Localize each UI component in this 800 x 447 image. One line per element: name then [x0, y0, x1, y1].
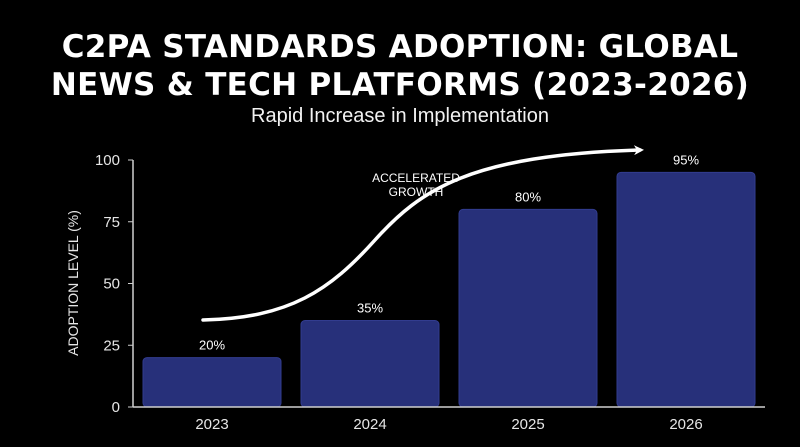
- chart-subtitle: Rapid Increase in Implementation: [251, 105, 549, 127]
- bar-2023: [142, 357, 282, 408]
- y-tick-label: 75: [103, 214, 120, 231]
- x-tick-label: 2026: [669, 416, 702, 433]
- y-tick-label: 50: [103, 276, 120, 293]
- chart-title-line-2: NEWS & TECH PLATFORMS (2023-2026): [50, 67, 750, 103]
- y-tick-label: 0: [112, 399, 120, 416]
- data-label: 80%: [515, 189, 541, 204]
- bar-2026: [616, 171, 756, 408]
- bar-2025: [458, 208, 598, 408]
- data-label: 20%: [199, 338, 225, 353]
- chart-title-line-1: C2PA STANDARDS ADOPTION: GLOBAL: [61, 29, 739, 65]
- growth-arrow: [201, 145, 644, 322]
- bar-2024: [300, 320, 440, 408]
- y-axis-label: ADOPTION LEVEL (%): [65, 210, 81, 356]
- x-tick-label: 2025: [511, 416, 544, 433]
- data-label: 95%: [673, 152, 699, 167]
- data-label: 35%: [357, 301, 383, 316]
- chart-title: C2PA STANDARDS ADOPTION: GLOBAL NEWS & T…: [0, 28, 800, 104]
- y-tick-label: 100: [95, 152, 120, 169]
- annotation-line-2: GROWTH: [389, 185, 444, 199]
- x-tick-label: 2023: [195, 416, 228, 433]
- annotation-line-1: ACCELERATED: [372, 171, 460, 185]
- x-tick-label: 2024: [353, 416, 386, 433]
- y-tick-label: 25: [103, 337, 120, 354]
